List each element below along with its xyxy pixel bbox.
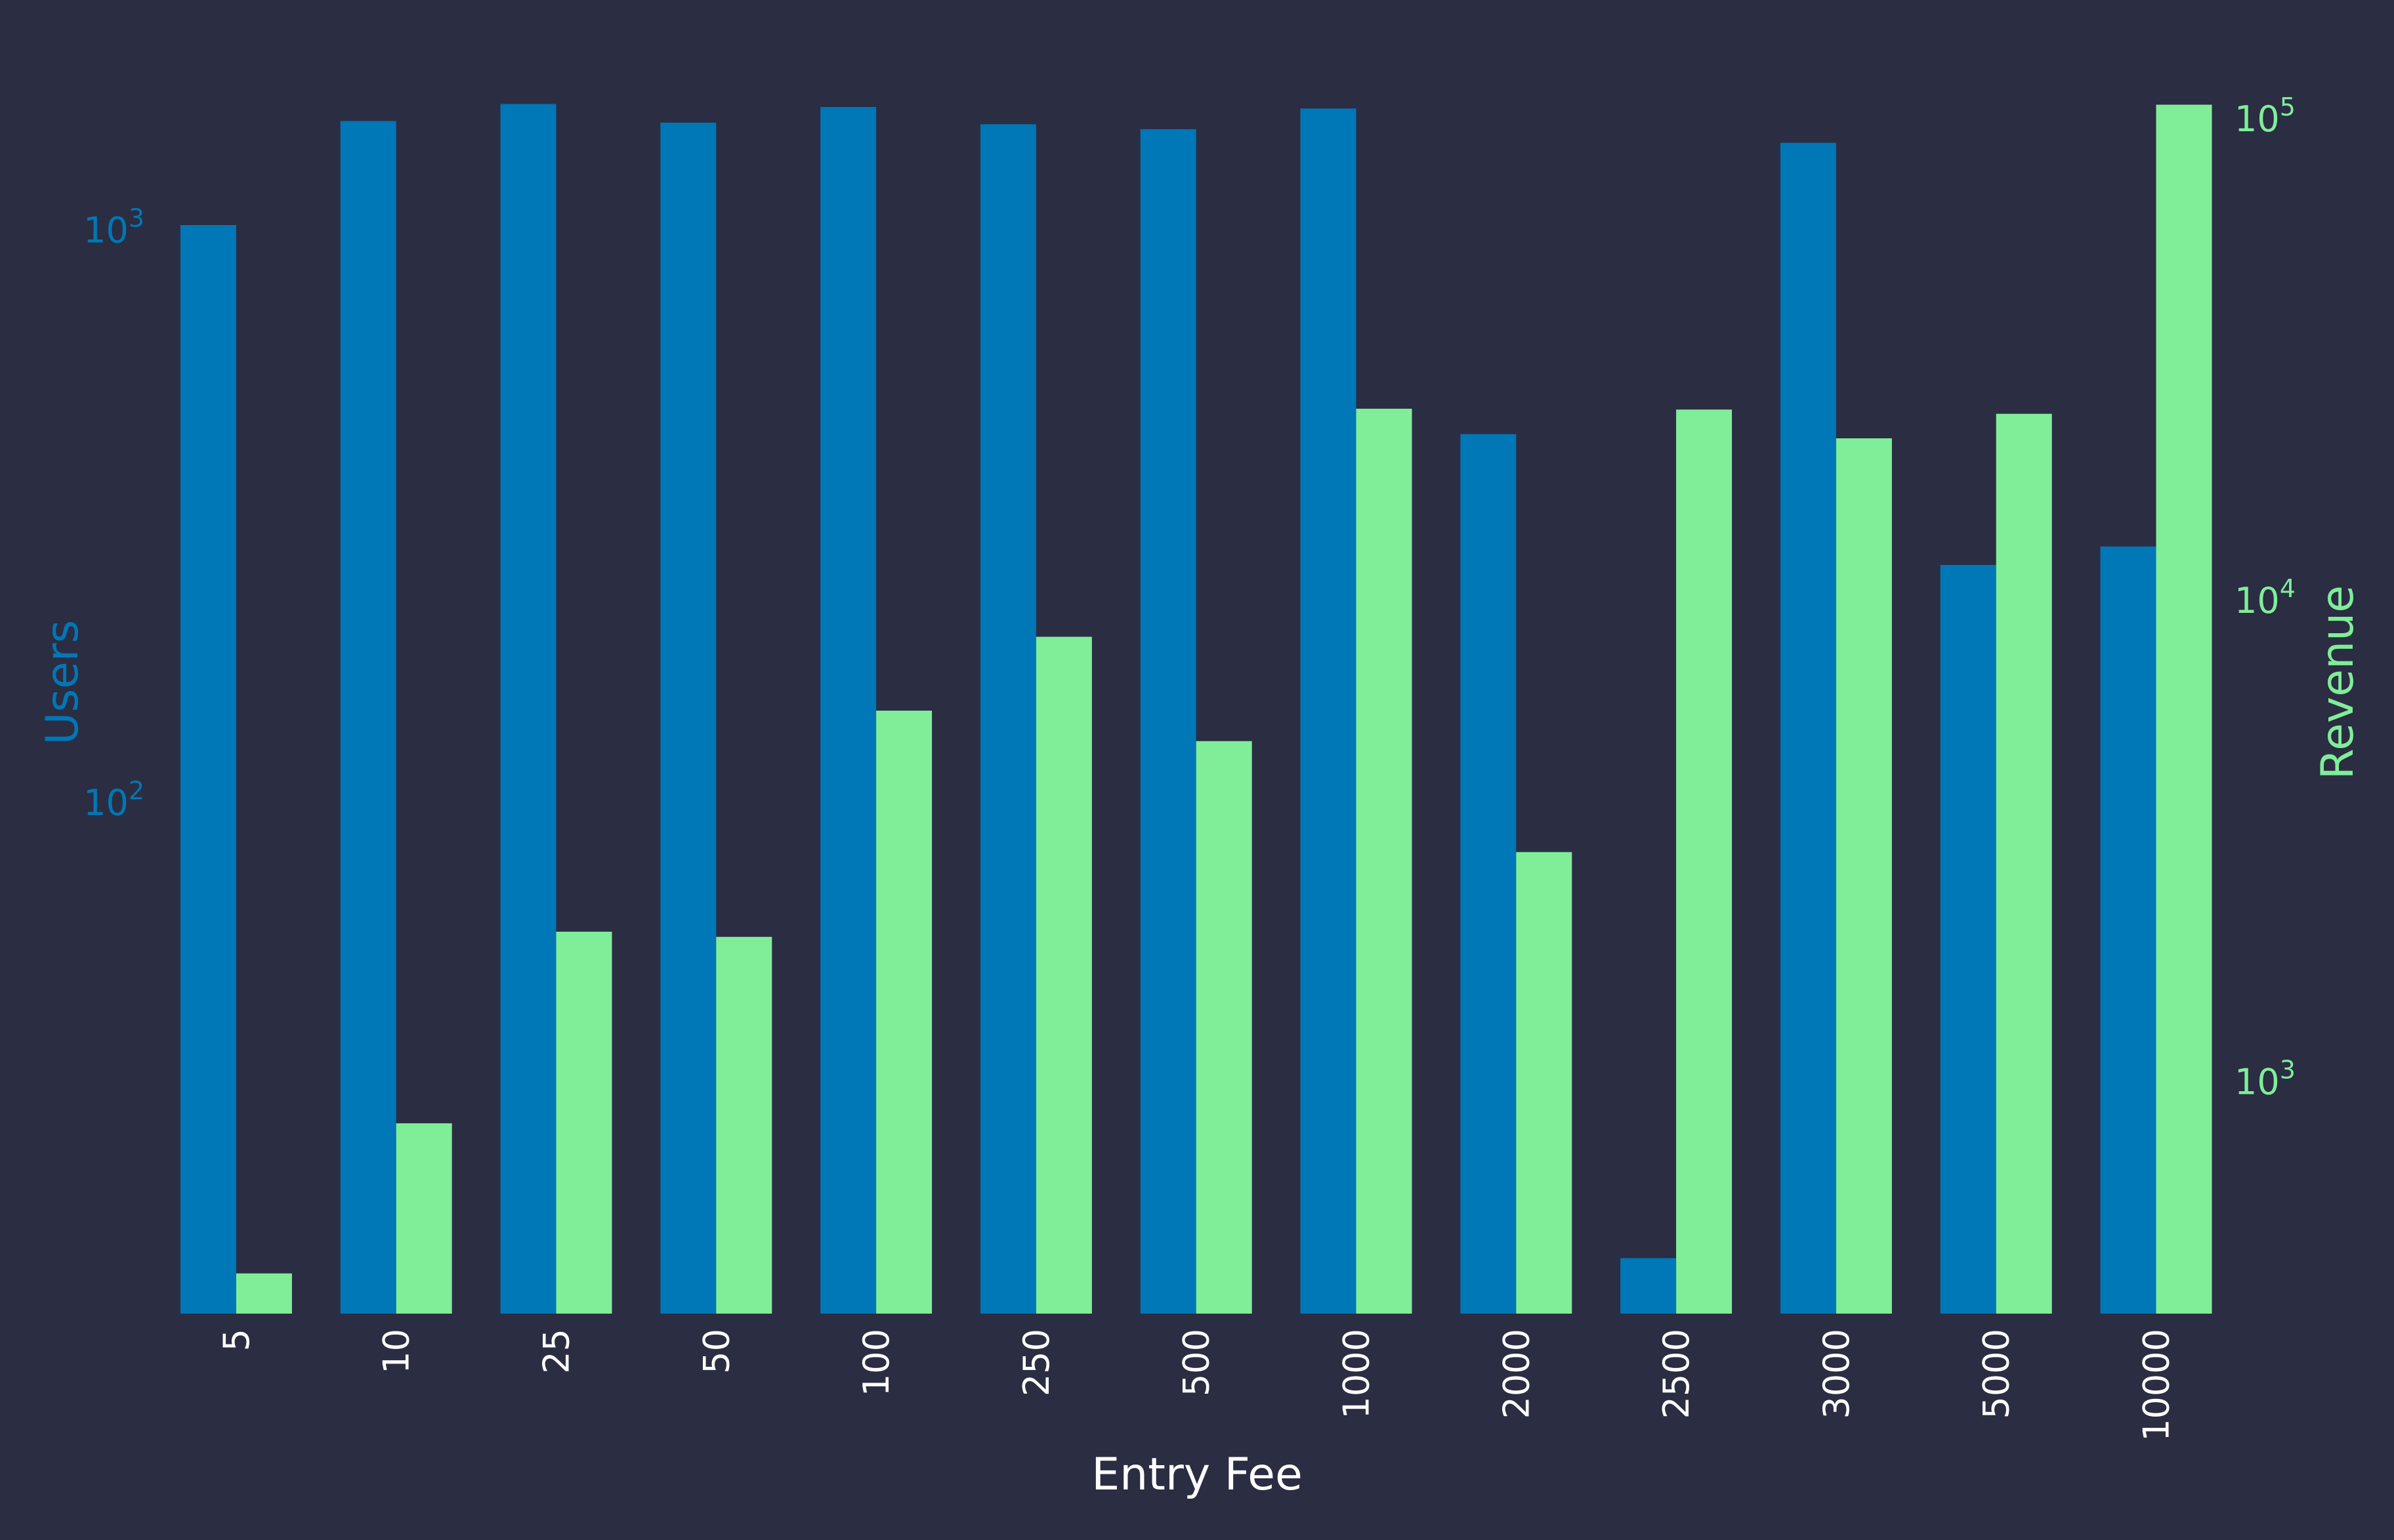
users-bar-500 xyxy=(1140,129,1196,1314)
users-bar-100 xyxy=(820,107,877,1314)
users-bar-5000 xyxy=(1940,564,1996,1314)
revenue-bars xyxy=(236,104,2212,1314)
left-axis-ticks: 102 103 xyxy=(83,204,144,824)
x-tick-25: 25 xyxy=(536,1329,578,1374)
x-axis-title: Entry Fee xyxy=(1091,1449,1303,1501)
revenue-bar-100 xyxy=(876,711,933,1314)
revenue-bar-500 xyxy=(1196,741,1252,1314)
users-bar-3000 xyxy=(1780,142,1836,1314)
x-tick-3000: 3000 xyxy=(1816,1329,1857,1419)
revenue-bar-10000 xyxy=(2156,104,2212,1314)
revenue-bar-5000 xyxy=(1996,413,2052,1314)
users-bar-2000 xyxy=(1460,434,1517,1314)
users-bar-25 xyxy=(500,104,556,1314)
users-bar-2500 xyxy=(1620,1258,1677,1314)
revenue-bar-1000 xyxy=(1356,408,1412,1314)
x-tick-10000: 10000 xyxy=(2136,1329,2177,1442)
x-tick-250: 250 xyxy=(1016,1329,1057,1396)
left-tick-1000: 103 xyxy=(83,204,144,251)
left-axis-title: Users xyxy=(37,620,89,745)
right-tick-10000: 104 xyxy=(2235,574,2296,621)
users-bar-1000 xyxy=(1300,108,1356,1314)
users-bar-250 xyxy=(980,124,1036,1314)
revenue-bar-50 xyxy=(716,936,772,1314)
revenue-bar-25 xyxy=(556,931,612,1314)
x-tick-2500: 2500 xyxy=(1656,1329,1697,1419)
x-tick-5000: 5000 xyxy=(1976,1329,2017,1419)
right-tick-1000: 103 xyxy=(2235,1056,2296,1103)
users-bar-50 xyxy=(660,122,717,1314)
revenue-bar-5 xyxy=(236,1273,292,1314)
revenue-bar-3000 xyxy=(1836,438,1892,1314)
x-tick-1000: 1000 xyxy=(1336,1329,1377,1419)
revenue-bar-10 xyxy=(396,1123,452,1314)
x-tick-labels: 5 10 25 50 100 250 500 1000 2000 2500 3000 5000 1000… xyxy=(216,1329,2177,1442)
revenue-bar-250 xyxy=(1036,636,1092,1314)
users-bar-5 xyxy=(180,224,236,1314)
revenue-bar-2000 xyxy=(1516,852,1572,1314)
users-bars xyxy=(180,104,2156,1314)
right-axis-ticks: 103 104 105 xyxy=(2235,93,2296,1103)
users-bar-10 xyxy=(340,121,396,1314)
x-tick-100: 100 xyxy=(856,1329,897,1396)
x-tick-50: 50 xyxy=(696,1329,737,1374)
x-tick-500: 500 xyxy=(1176,1329,1217,1396)
x-tick-2000: 2000 xyxy=(1496,1329,1537,1419)
right-axis-title: Revenue xyxy=(2312,585,2364,780)
right-tick-100000: 105 xyxy=(2235,93,2296,140)
x-tick-10: 10 xyxy=(376,1329,417,1374)
revenue-bar-2500 xyxy=(1676,409,1732,1314)
left-tick-100: 102 xyxy=(83,776,144,823)
users-bar-10000 xyxy=(2100,546,2156,1314)
x-tick-5: 5 xyxy=(216,1329,257,1351)
